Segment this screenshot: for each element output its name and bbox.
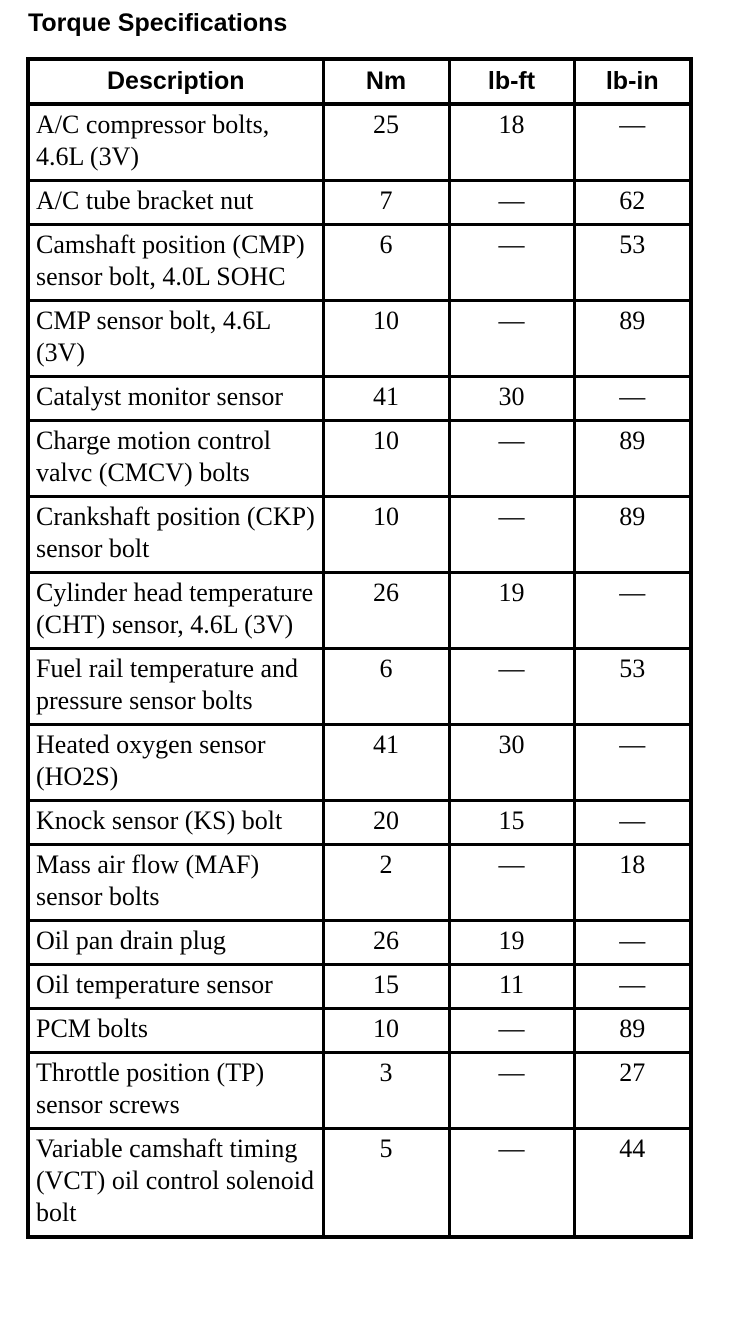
cell-lb-ft-value: —	[447, 419, 576, 498]
table-row: Throttle position (TP) sensor screws 3 —…	[26, 1051, 693, 1130]
table-row: CMP sensor bolt, 4.6L (3V) 10 — 89	[26, 299, 693, 378]
table-row: A/C compressor bolts, 4.6L (3V) 25 18 —	[26, 102, 693, 182]
cell-nm-value: 41	[321, 375, 451, 422]
cell-lb-in-value: —	[572, 919, 693, 966]
cell-description: Catalyst monitor sensor	[26, 375, 325, 422]
cell-nm-value: 26	[321, 919, 451, 966]
cell-lb-ft-value: —	[447, 495, 576, 574]
table-row: A/C tube bracket nut 7 — 62	[26, 179, 693, 226]
cell-lb-ft-value: —	[447, 299, 576, 378]
cell-lb-ft-value: —	[447, 843, 576, 922]
cell-nm-value: 10	[321, 299, 451, 378]
cell-description: Throttle position (TP) sensor screws	[26, 1051, 325, 1130]
cell-nm-value: 6	[321, 647, 451, 726]
cell-lb-in-value: —	[572, 963, 693, 1010]
cell-nm-value: 3	[321, 1051, 451, 1130]
cell-lb-in-value: —	[572, 375, 693, 422]
cell-lb-ft-value: —	[447, 223, 576, 302]
cell-nm-value: 26	[321, 571, 451, 650]
cell-description: Charge motion control valvc (CMCV) bolts	[26, 419, 325, 498]
cell-lb-ft-value: 15	[447, 799, 576, 846]
cell-lb-ft-value: —	[447, 647, 576, 726]
cell-nm-value: 7	[321, 179, 451, 226]
cell-lb-ft-value: 30	[447, 375, 576, 422]
cell-nm-value: 5	[321, 1127, 451, 1239]
cell-lb-ft-value: 11	[447, 963, 576, 1010]
cell-description: A/C compressor bolts, 4.6L (3V)	[26, 102, 325, 182]
cell-nm-value: 25	[321, 102, 451, 182]
cell-lb-ft-value: —	[447, 1051, 576, 1130]
cell-description: Variable camshaft timing (VCT) oil contr…	[26, 1127, 325, 1239]
cell-nm-value: 41	[321, 723, 451, 802]
cell-lb-in-value: 18	[572, 843, 693, 922]
cell-description: Cylinder head temperature (CHT) sensor, …	[26, 571, 325, 650]
cell-nm-value: 2	[321, 843, 451, 922]
table-row: Oil temperature sensor 15 11 —	[26, 963, 693, 1010]
cell-description: A/C tube bracket nut	[26, 179, 325, 226]
cell-lb-in-value: 62	[572, 179, 693, 226]
cell-lb-in-value: 27	[572, 1051, 693, 1130]
cell-nm-value: 15	[321, 963, 451, 1010]
torque-specifications-table: Description Nm lb-ft lb-in A/C compresso…	[26, 57, 693, 1239]
table-row: Catalyst monitor sensor 41 30 —	[26, 375, 693, 422]
cell-description: Camshaft position (CMP) sensor bolt, 4.0…	[26, 223, 325, 302]
column-header-lb-ft: lb-ft	[447, 57, 576, 106]
cell-description: Mass air flow (MAF) sensor bolts	[26, 843, 325, 922]
cell-lb-in-value: 89	[572, 495, 693, 574]
cell-description: Heated oxygen sensor (HO2S)	[26, 723, 325, 802]
cell-nm-value: 10	[321, 495, 451, 574]
cell-lb-ft-value: —	[447, 1127, 576, 1239]
cell-description: CMP sensor bolt, 4.6L (3V)	[26, 299, 325, 378]
cell-lb-ft-value: —	[447, 179, 576, 226]
cell-lb-ft-value: —	[447, 1007, 576, 1054]
cell-description: PCM bolts	[26, 1007, 325, 1054]
table-row: Cylinder head temperature (CHT) sensor, …	[26, 571, 693, 650]
table-body: Description Nm lb-ft lb-in A/C compresso…	[26, 57, 693, 1239]
table-row: Oil pan drain plug 26 19 —	[26, 919, 693, 966]
table-row: Charge motion control valvc (CMCV) bolts…	[26, 419, 693, 498]
cell-description: Crankshaft position (CKP) sensor bolt	[26, 495, 325, 574]
document-page: Torque Specifications Description Nm lb-…	[26, 9, 693, 1239]
column-header-nm: Nm	[321, 57, 451, 106]
table-row: PCM bolts 10 — 89	[26, 1007, 693, 1054]
cell-nm-value: 6	[321, 223, 451, 302]
cell-description: Oil pan drain plug	[26, 919, 325, 966]
column-header-lb-in: lb-in	[572, 57, 693, 106]
cell-lb-in-value: 53	[572, 223, 693, 302]
cell-lb-in-value: —	[572, 723, 693, 802]
cell-lb-ft-value: 19	[447, 919, 576, 966]
table-header-row: Description Nm lb-ft lb-in	[26, 57, 693, 106]
table-row: Heated oxygen sensor (HO2S) 41 30 —	[26, 723, 693, 802]
cell-lb-in-value: 44	[572, 1127, 693, 1239]
cell-description: Knock sensor (KS) bolt	[26, 799, 325, 846]
page-title: Torque Specifications	[28, 9, 288, 37]
cell-lb-in-value: —	[572, 799, 693, 846]
table-row: Variable camshaft timing (VCT) oil contr…	[26, 1127, 693, 1239]
cell-lb-ft-value: 18	[447, 102, 576, 182]
cell-lb-in-value: 89	[572, 419, 693, 498]
cell-lb-in-value: 53	[572, 647, 693, 726]
cell-lb-ft-value: 19	[447, 571, 576, 650]
cell-lb-in-value: 89	[572, 1007, 693, 1054]
table-row: Camshaft position (CMP) sensor bolt, 4.0…	[26, 223, 693, 302]
column-header-description: Description	[26, 57, 325, 106]
cell-nm-value: 10	[321, 1007, 451, 1054]
cell-lb-in-value: 89	[572, 299, 693, 378]
table-row: Knock sensor (KS) bolt 20 15 —	[26, 799, 693, 846]
cell-description: Oil temperature sensor	[26, 963, 325, 1010]
cell-nm-value: 10	[321, 419, 451, 498]
cell-nm-value: 20	[321, 799, 451, 846]
cell-lb-in-value: —	[572, 102, 693, 182]
cell-lb-in-value: —	[572, 571, 693, 650]
table-row: Mass air flow (MAF) sensor bolts 2 — 18	[26, 843, 693, 922]
cell-description: Fuel rail temperature and pressure senso…	[26, 647, 325, 726]
table-row: Crankshaft position (CKP) sensor bolt 10…	[26, 495, 693, 574]
cell-lb-ft-value: 30	[447, 723, 576, 802]
table-row: Fuel rail temperature and pressure senso…	[26, 647, 693, 726]
